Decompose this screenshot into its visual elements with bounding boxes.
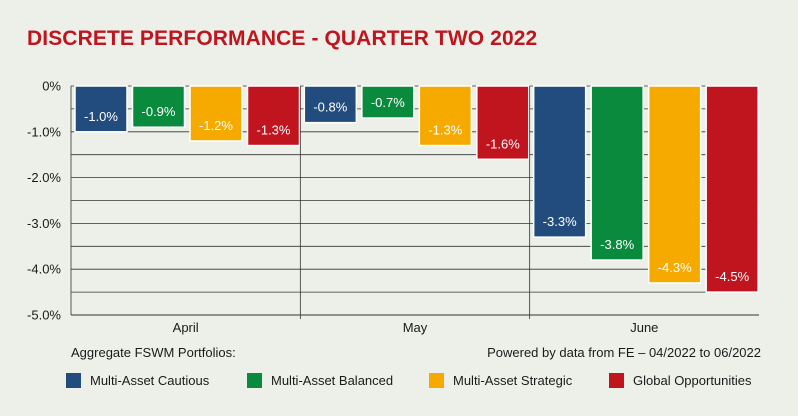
bar-1-1 — [361, 85, 415, 119]
bar-3-0 — [246, 85, 301, 147]
y-tick-label: 0% — [42, 79, 61, 94]
bar-2-0 — [189, 85, 243, 142]
legend-swatch-cautious — [66, 373, 81, 388]
bar-data-label: -1.0% — [84, 109, 118, 124]
bar-data-label: -1.3% — [257, 123, 291, 138]
bar-3-1 — [476, 85, 530, 161]
bar-2-1 — [418, 85, 473, 147]
legend-label-strategic: Multi-Asset Strategic — [453, 373, 573, 388]
legend-item-cautious: Multi-Asset Cautious — [66, 373, 209, 388]
bar-0-2 — [532, 85, 587, 238]
legend-item-balanced: Multi-Asset Balanced — [247, 373, 393, 388]
bar-3-2 — [705, 85, 759, 293]
x-category-label: June — [630, 320, 658, 335]
bar-0-1 — [303, 85, 358, 124]
bar-data-label: -1.3% — [428, 123, 462, 138]
bar-data-label: -1.2% — [199, 118, 233, 133]
y-tick-label: -1.0% — [27, 124, 61, 139]
legend-swatch-global — [609, 373, 624, 388]
x-category-label: May — [403, 320, 428, 335]
bar-data-label: -4.5% — [715, 269, 749, 284]
bar-1-0 — [131, 85, 186, 128]
bar-1-2 — [590, 85, 644, 261]
legend-label-balanced: Multi-Asset Balanced — [271, 373, 394, 388]
chart-title: DISCRETE PERFORMANCE - QUARTER TWO 2022 — [27, 27, 538, 50]
bar-data-label: -3.3% — [543, 214, 577, 229]
y-tick-label: -4.0% — [27, 262, 61, 277]
legend-item-strategic: Multi-Asset Strategic — [429, 373, 572, 388]
bar-data-label: -4.3% — [658, 260, 692, 275]
legend-swatch-strategic — [429, 373, 444, 388]
legend-swatch-balanced — [247, 373, 262, 388]
y-tick-label: -5.0% — [27, 308, 61, 323]
footnote-portfolios: Aggregate FSWM Portfolios: — [71, 345, 236, 360]
bar-2-2 — [647, 85, 702, 284]
bar-data-label: -1.6% — [486, 136, 520, 151]
legend-item-global: Global Opportunities — [609, 373, 752, 388]
y-tick-label: -2.0% — [27, 170, 61, 185]
bar-chart: 0%-1.0%-2.0%-3.0%-4.0%-5.0%April May June … — [27, 79, 759, 335]
bar-data-label: -0.8% — [313, 100, 347, 115]
bar-data-label: -0.9% — [142, 104, 176, 119]
x-category-label: April — [173, 320, 199, 335]
legend-label-cautious: Multi-Asset Cautious — [90, 373, 210, 388]
bar-data-label: -3.8% — [600, 237, 634, 252]
chart-legend: Multi-Asset Cautious Multi-Asset Balance… — [0, 373, 798, 393]
bar-0-0 — [74, 85, 128, 133]
footnote-data-source: Powered by data from FE – 04/2022 to 06/… — [487, 345, 761, 360]
y-tick-label: -3.0% — [27, 216, 61, 231]
legend-label-global: Global Opportunities — [633, 373, 752, 388]
bar-data-label: -0.7% — [371, 95, 405, 110]
